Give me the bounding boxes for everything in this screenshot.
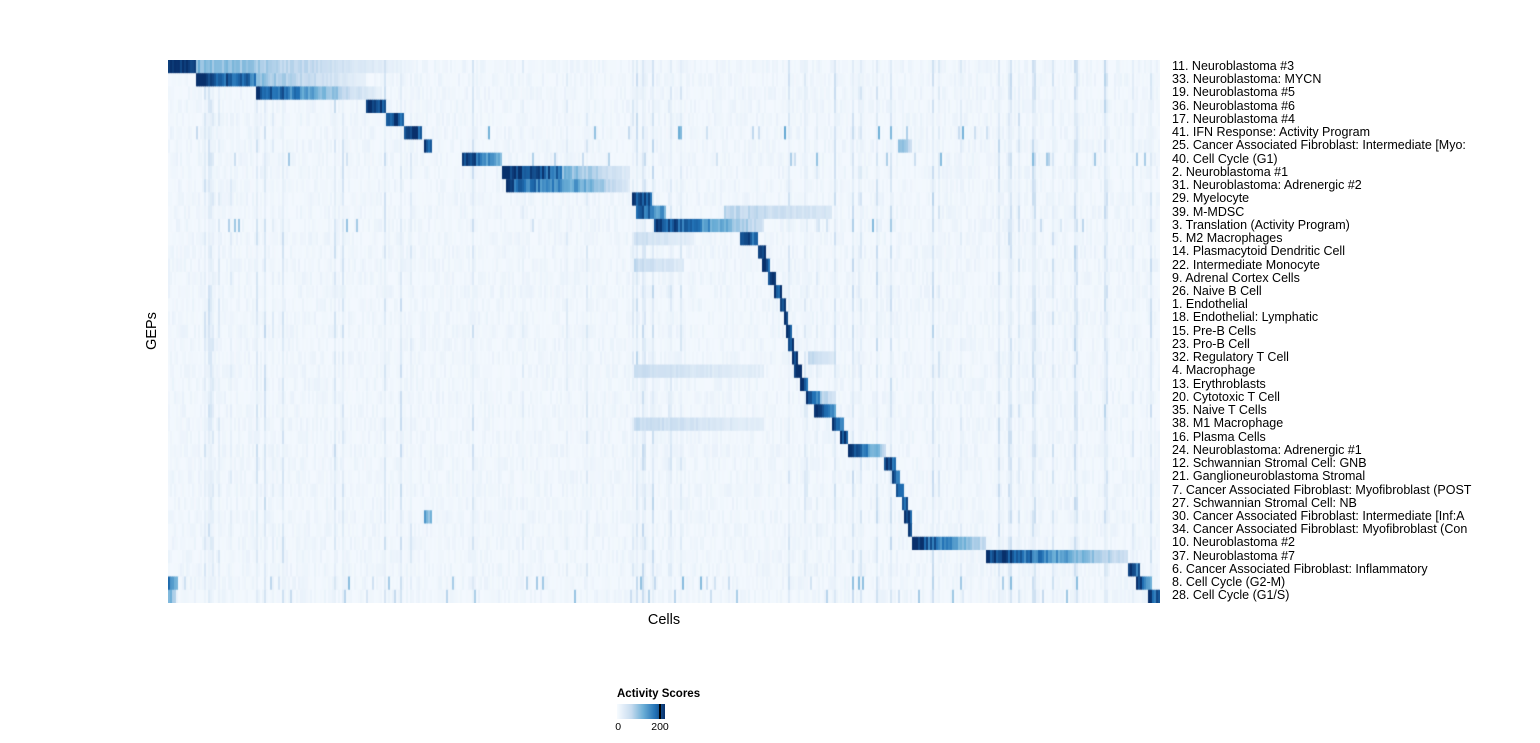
- legend-tick-min: 0: [615, 721, 622, 733]
- legend-colorbar: [617, 704, 665, 719]
- row-label: 29. Myelocyte: [1172, 191, 1250, 206]
- row-label: 39. M-MDSC: [1172, 204, 1245, 219]
- row-label: 41. IFN Response: Activity Program: [1172, 125, 1370, 140]
- row-label: 6. Cancer Associated Fibroblast: Inflamm…: [1172, 561, 1428, 576]
- row-label: 28. Cell Cycle (G1/S): [1172, 588, 1290, 603]
- row-label: 22. Intermediate Monocyte: [1172, 257, 1320, 272]
- row-label: 32. Regulatory T Cell: [1172, 350, 1289, 365]
- row-label: 21. Ganglioneuroblastoma Stromal: [1172, 469, 1366, 484]
- row-label: 1. Endothelial: [1172, 297, 1248, 312]
- row-label: 16. Plasma Cells: [1172, 429, 1266, 444]
- row-labels: 11. Neuroblastoma #3 33. Neuroblastoma: M…: [1172, 60, 1540, 603]
- row-label: 8. Cell Cycle (G2-M): [1172, 575, 1286, 590]
- legend-tick-max: 200: [651, 721, 669, 733]
- legend-ticks: 0 200: [615, 721, 737, 735]
- row-label: 4. Macrophage: [1172, 363, 1256, 378]
- row-label: 37. Neuroblastoma #7: [1172, 548, 1295, 563]
- legend-max-tick-mark: [659, 704, 661, 719]
- row-label: 23. Pro-B Cell: [1172, 336, 1250, 351]
- row-label: 25. Cancer Associated Fibroblast: Interm…: [1172, 138, 1466, 153]
- row-label: 33. Neuroblastoma: MYCN: [1172, 72, 1322, 87]
- row-label: 40. Cell Cycle (G1): [1172, 151, 1278, 166]
- row-label: 30. Cancer Associated Fibroblast: Interm…: [1172, 508, 1465, 523]
- heatmap-canvas: [168, 60, 1160, 603]
- y-axis-label: GEPs: [144, 312, 160, 350]
- row-label: 10. Neuroblastoma #2: [1172, 535, 1295, 550]
- legend: Activity Scores 0 200: [615, 688, 737, 735]
- row-label: 7. Cancer Associated Fibroblast: Myofibr…: [1172, 482, 1472, 497]
- row-label: 3. Translation (Activity Program): [1172, 217, 1350, 232]
- row-label: 11. Neuroblastoma #3: [1172, 60, 1295, 73]
- row-label: 12. Schwannian Stromal Cell: GNB: [1172, 456, 1367, 471]
- row-label: 2. Neuroblastoma #1: [1172, 164, 1289, 179]
- row-label: 18. Endothelial: Lymphatic: [1172, 310, 1319, 325]
- row-label: 9. Adrenal Cortex Cells: [1172, 270, 1300, 285]
- row-label: 17. Neuroblastoma #4: [1172, 111, 1295, 126]
- x-axis-label: Cells: [647, 612, 681, 628]
- row-label: 20. Cytotoxic T Cell: [1172, 389, 1280, 404]
- row-label: 24. Neuroblastoma: Adrenergic #1: [1172, 442, 1362, 457]
- row-label: 31. Neuroblastoma: Adrenergic #2: [1172, 178, 1362, 193]
- row-label: 38. M1 Macrophage: [1172, 416, 1284, 431]
- row-label: 34. Cancer Associated Fibroblast: Myofib…: [1172, 522, 1468, 537]
- row-label: 26. Naive B Cell: [1172, 283, 1262, 298]
- row-label: 36. Neuroblastoma #6: [1172, 98, 1295, 113]
- row-label: 14. Plasmacytoid Dendritic Cell: [1172, 244, 1345, 259]
- row-label: 19. Neuroblastoma #5: [1172, 85, 1295, 100]
- row-label: 27. Schwannian Stromal Cell: NB: [1172, 495, 1357, 510]
- row-label: 35. Naive T Cells: [1172, 403, 1267, 418]
- row-label: 5. M2 Macrophages: [1172, 231, 1283, 246]
- row-label: 15. Pre-B Cells: [1172, 323, 1257, 338]
- row-label: 13. Erythroblasts: [1172, 376, 1266, 391]
- legend-title: Activity Scores: [617, 688, 701, 700]
